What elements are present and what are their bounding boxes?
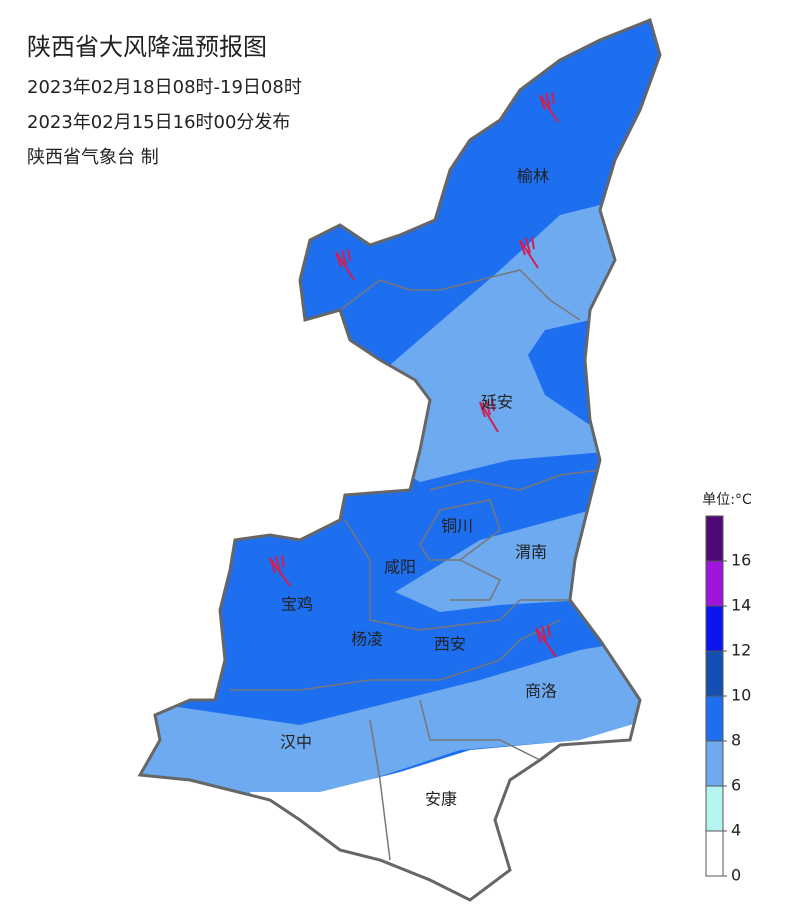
legend-unit: 单位:°C (702, 492, 752, 508)
map-title: 陕西省大风降温预报图 (27, 33, 267, 61)
legend-swatch (705, 740, 724, 787)
legend-tick-label: 8 (731, 731, 741, 750)
legend-swatch (705, 695, 724, 742)
city-label: 安康 (425, 790, 457, 809)
city-label: 铜川 (441, 517, 473, 536)
legend-tick-label: 10 (731, 686, 751, 705)
legend-swatch (705, 515, 724, 562)
agency: 陕西省气象台 制 (27, 147, 159, 168)
legend-swatch (705, 650, 724, 697)
legend-swatch (705, 830, 724, 877)
legend-tick-label: 0 (731, 866, 741, 885)
legend-tick-label: 4 (731, 821, 741, 840)
city-label: 杨凌 (351, 630, 383, 649)
issue-time: 2023年02月15日16时00分发布 (27, 112, 290, 133)
legend-tick-label: 6 (731, 776, 741, 795)
province-border (137, 17, 662, 902)
legend: 单位:°C 0 4 6 8 10 12 14 16 (702, 492, 752, 885)
forecast-period: 2023年02月18日08时-19日08时 (27, 77, 302, 98)
wind-symbols (269, 91, 559, 658)
city-label: 西安 (434, 635, 466, 654)
legend-swatch (705, 605, 724, 652)
legend-tick-label: 14 (731, 596, 751, 615)
legend-swatch (705, 785, 724, 832)
city-label: 商洛 (525, 682, 557, 701)
legend-swatch (705, 560, 724, 607)
city-label: 咸阳 (384, 558, 416, 577)
legend-tick-label: 16 (731, 551, 751, 570)
city-label: 延安 (481, 393, 513, 412)
city-label: 汉中 (280, 733, 312, 752)
city-label: 渭南 (515, 543, 547, 562)
city-label: 宝鸡 (281, 595, 313, 614)
legend-tick-label: 12 (731, 641, 751, 660)
city-label: 榆林 (517, 167, 549, 186)
